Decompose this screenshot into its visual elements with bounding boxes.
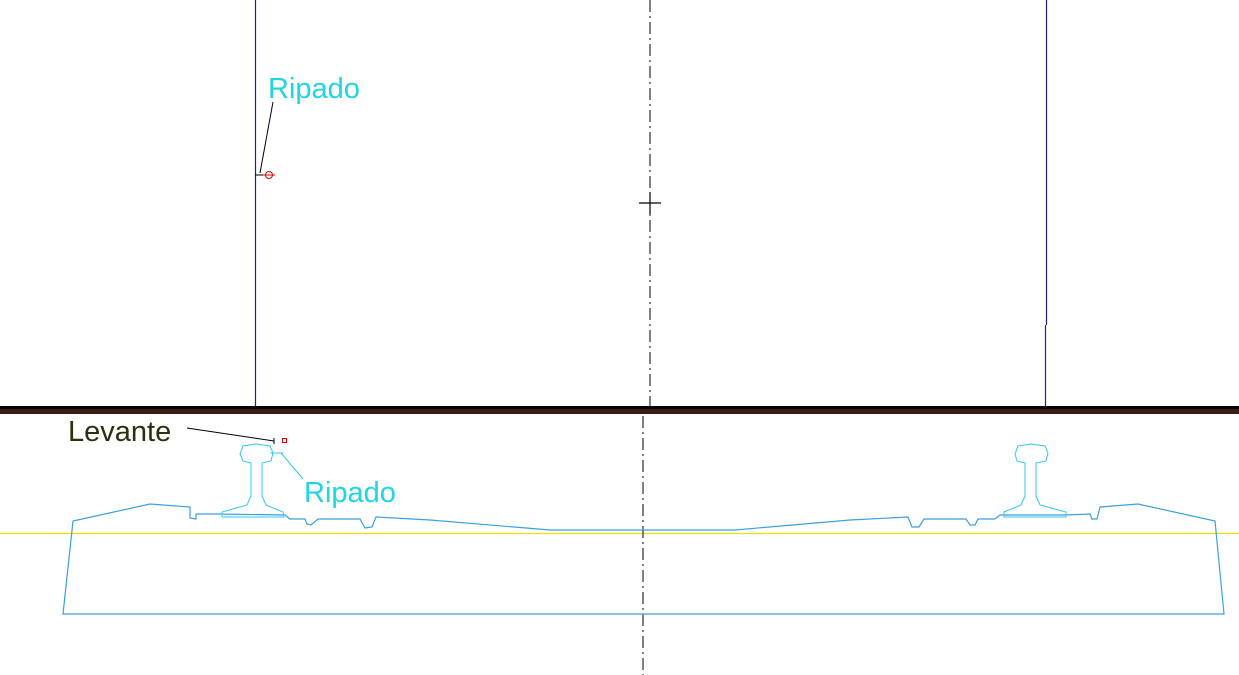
right-rail — [1003, 443, 1067, 518]
point-marker-icon[interactable] — [282, 438, 287, 443]
crosshair-cursor-icon — [639, 192, 661, 214]
ripado-bottom-label: Ripado — [304, 477, 396, 509]
ripado-bottom-leader — [280, 452, 304, 480]
levante-label: Levante — [68, 416, 171, 448]
left-rail — [221, 443, 285, 518]
levante-leader — [186, 427, 275, 442]
target-marker-icon[interactable] — [263, 171, 275, 179]
ripado-top-label: Ripado — [268, 73, 360, 105]
viewport-separator — [0, 406, 1239, 414]
bottom-viewport: Levante Ripado — [0, 416, 1239, 675]
sleeper-profile — [62, 503, 1225, 615]
ripado-top-leader — [259, 101, 274, 174]
top-viewport: Ripado — [254, 0, 1048, 407]
